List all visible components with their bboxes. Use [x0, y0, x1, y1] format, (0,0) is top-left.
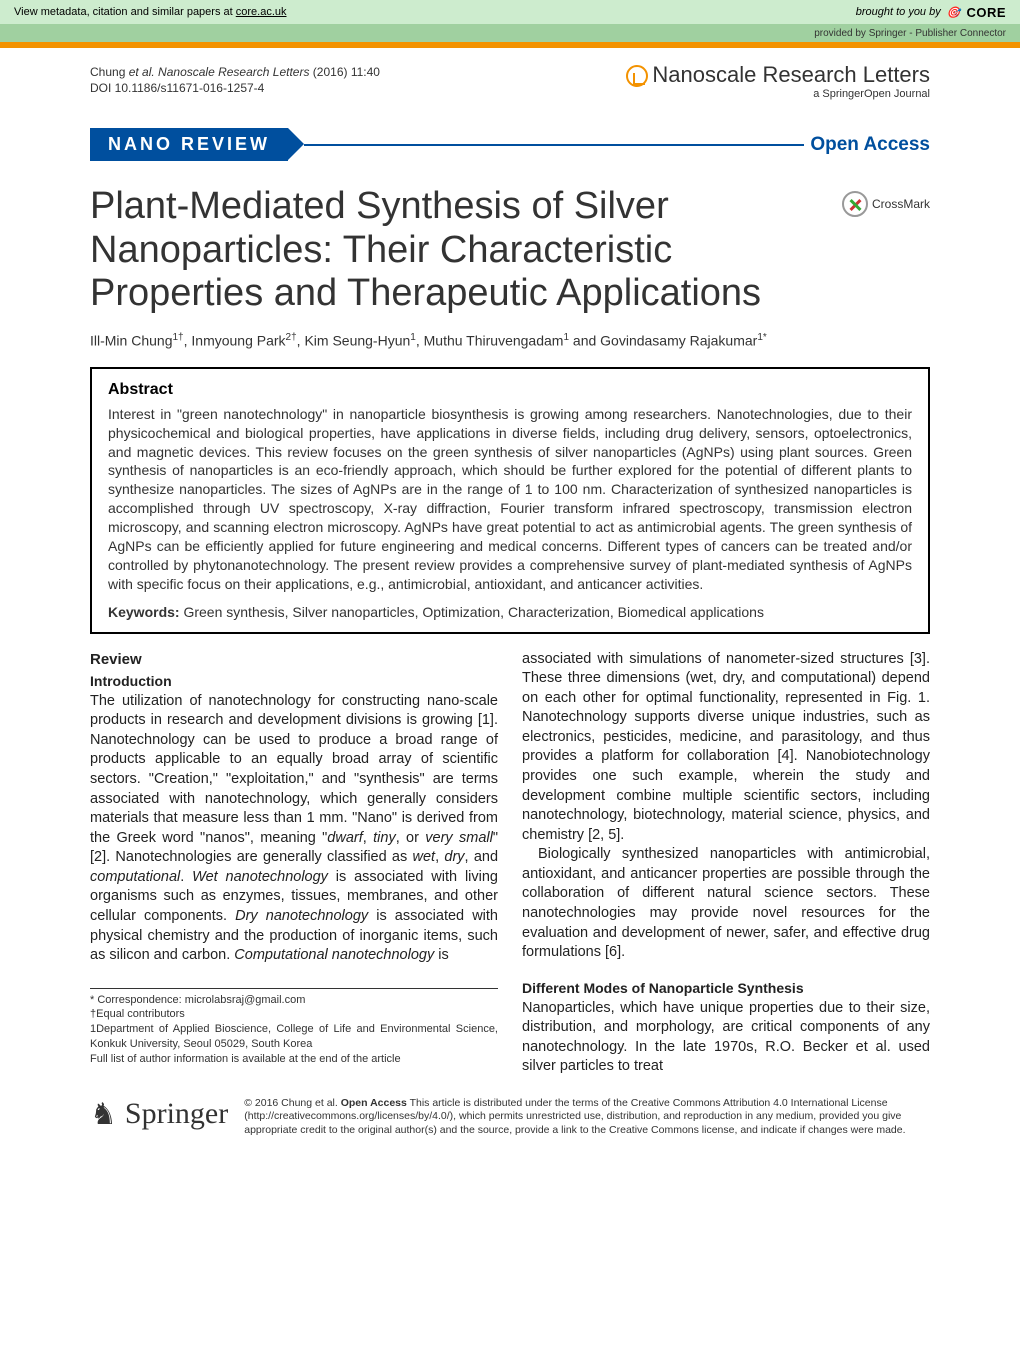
core-logo-text: CORE: [966, 5, 1006, 20]
citation-line1: Chung et al. Nanoscale Research Letters …: [90, 65, 380, 81]
col2-para2: Biologically synthesized nanoparticles w…: [522, 845, 930, 962]
header-row: Chung et al. Nanoscale Research Letters …: [0, 48, 1020, 108]
intro-para: The utilization of nanotechnology for co…: [90, 692, 498, 966]
banner-divider: [304, 144, 804, 146]
core-banner: View metadata, citation and similar pape…: [0, 0, 1020, 24]
abstract-box: Abstract Interest in "green nanotechnolo…: [90, 367, 930, 634]
correspondence-affil: 1Department of Applied Bioscience, Colle…: [90, 1022, 498, 1052]
citation-block: Chung et al. Nanoscale Research Letters …: [90, 65, 380, 96]
core-brought-by: brought to you by: [856, 6, 941, 18]
springer-horse-icon: ♞: [90, 1097, 117, 1132]
intro-heading: Introduction: [90, 672, 498, 691]
journal-logo: Nanoscale Research Letters a SpringerOpe…: [626, 62, 930, 100]
abstract-text: Interest in "green nanotechnology" in na…: [108, 405, 912, 594]
core-banner-left: View metadata, citation and similar pape…: [14, 6, 287, 18]
footer-row: ♞ Springer © 2016 Chung et al. Open Acce…: [0, 1089, 1020, 1156]
keywords-line: Keywords: Green synthesis, Silver nanopa…: [108, 604, 912, 620]
keywords-label: Keywords:: [108, 604, 180, 620]
open-access-label: Open Access: [810, 134, 930, 156]
col2-para3: Nanoparticles, which have unique propert…: [522, 999, 930, 1077]
citation-doi: DOI 10.1186/s11671-016-1257-4: [90, 81, 380, 97]
springer-logo: ♞ Springer: [90, 1097, 228, 1132]
core-provider-text: provided by Springer - Publisher Connect…: [814, 28, 1006, 39]
correspondence-block: * Correspondence: microlabsraj@gmail.com…: [90, 988, 498, 1067]
article-title: Plant-Mediated Synthesis of Silver Nanop…: [90, 185, 810, 316]
correspondence-equal: †Equal contributors: [90, 1007, 498, 1022]
core-banner-prefix: View metadata, citation and similar pape…: [14, 6, 236, 18]
core-target-icon: 🎯: [947, 6, 961, 19]
column-right: associated with simulations of nanometer…: [522, 650, 930, 1077]
authors-line: Ill-Min Chung1†, Inmyoung Park2†, Kim Se…: [0, 324, 1020, 367]
title-row: Plant-Mediated Synthesis of Silver Nanop…: [0, 173, 1020, 324]
correspondence-fulllist: Full list of author information is avail…: [90, 1052, 498, 1067]
abstract-heading: Abstract: [108, 381, 912, 399]
correspondence-email: * Correspondence: microlabsraj@gmail.com: [90, 993, 498, 1008]
crossmark-badge[interactable]: CrossMark: [842, 191, 930, 217]
modes-heading: Different Modes of Nanoparticle Synthesi…: [522, 979, 930, 998]
review-heading: Review: [90, 650, 498, 670]
body-columns: Review Introduction The utilization of n…: [0, 634, 1020, 1089]
core-link[interactable]: core.ac.uk: [236, 6, 287, 18]
journal-logo-main: Nanoscale Research Letters: [626, 62, 930, 88]
journal-logo-icon: [626, 65, 648, 87]
crossmark-text: CrossMark: [872, 197, 930, 211]
banner-row: NANO REVIEW Open Access: [0, 108, 1020, 173]
col2-para1: associated with simulations of nanometer…: [522, 650, 930, 846]
core-banner-right: brought to you by 🎯 CORE: [856, 5, 1006, 20]
nano-review-badge: NANO REVIEW: [90, 128, 288, 161]
column-left: Review Introduction The utilization of n…: [90, 650, 498, 1077]
springer-logo-text: Springer: [125, 1097, 228, 1131]
license-text: © 2016 Chung et al. Open Access This art…: [244, 1097, 930, 1138]
core-provider-strip: provided by Springer - Publisher Connect…: [0, 24, 1020, 42]
crossmark-icon: [842, 191, 868, 217]
keywords-text: Green synthesis, Silver nanoparticles, O…: [180, 604, 764, 620]
journal-logo-sub: a SpringerOpen Journal: [626, 88, 930, 100]
